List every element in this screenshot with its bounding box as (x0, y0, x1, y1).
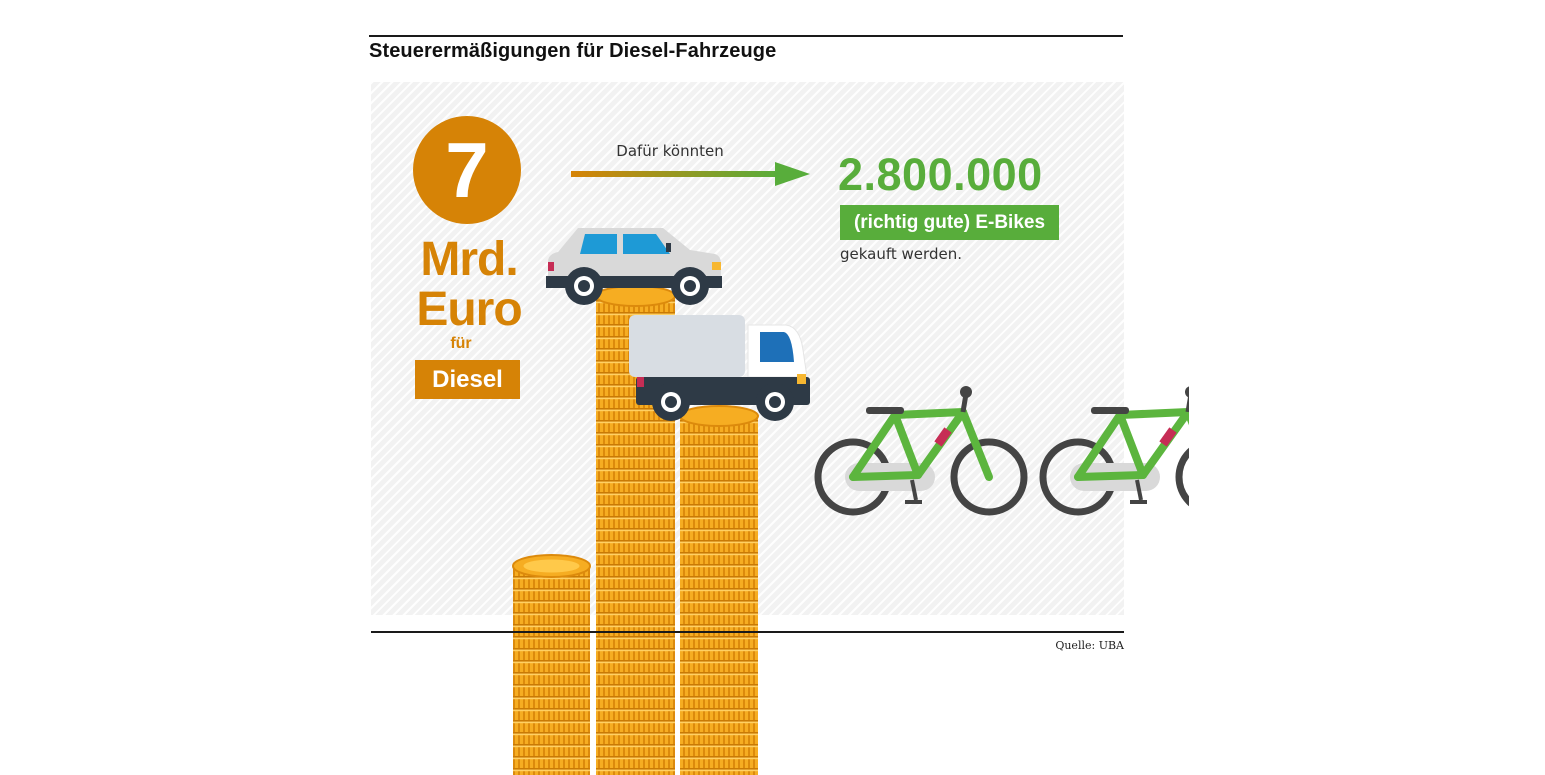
diesel-label: Diesel (432, 365, 503, 393)
bicycle-icon (1039, 386, 1189, 516)
truck-icon (629, 315, 810, 421)
bicycle-icon (814, 386, 1028, 516)
amount-number: 7 (445, 126, 489, 214)
arrow-icon (571, 162, 810, 186)
car-icon (546, 228, 722, 305)
amount-unit-mrd: Mrd. (420, 233, 518, 286)
result-suffix: gekauft werden. (840, 245, 962, 263)
ebikes-label: (richtig gute) E-Bikes (853, 211, 1046, 233)
coin-stack-icon (512, 554, 591, 775)
amount-unit-euro: Euro (416, 283, 522, 336)
source-note: Quelle: UBA (1055, 639, 1124, 652)
diesel-badge: Diesel (415, 360, 520, 399)
amount-circle: 7 (413, 116, 521, 224)
result-number: 2.800.000 (838, 149, 1043, 200)
ebikes-badge: (richtig gute) E-Bikes (840, 205, 1059, 240)
amount-for-label: für (450, 335, 472, 352)
top-rule (369, 35, 1123, 37)
arrow-label: Dafür könnten (616, 142, 724, 160)
page-title: Steuerermäßigungen für Diesel-Fahrzeuge (369, 40, 777, 62)
coin-stack-icon (679, 405, 759, 775)
bottom-rule (371, 631, 1124, 633)
